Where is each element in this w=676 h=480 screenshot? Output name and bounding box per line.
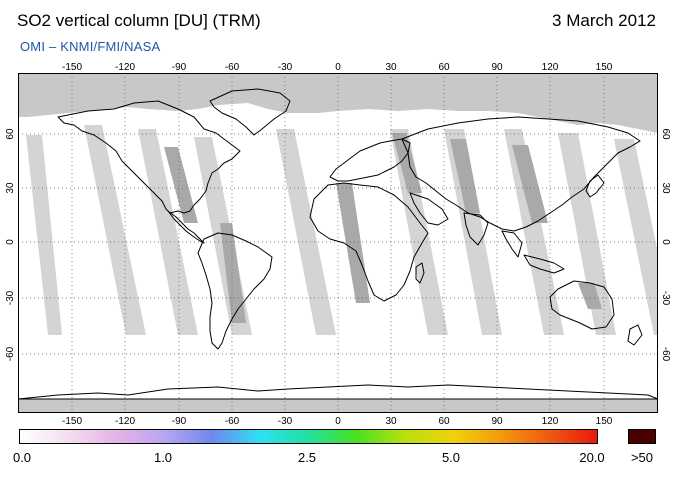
bottom-lon-tick: -60	[224, 416, 240, 427]
africa-outline	[309, 182, 429, 302]
north-polar-no-data	[18, 73, 658, 133]
southeast-asia-outline	[501, 230, 565, 274]
top-lon-tick: 90	[491, 62, 503, 73]
colorbar-label: 0.0	[12, 450, 32, 465]
colorbar-label: 5.0	[441, 450, 461, 465]
madagascar-outline	[415, 262, 425, 284]
bottom-lon-tick: 60	[438, 416, 450, 427]
land-swaths	[164, 133, 602, 323]
new-zealand-outline	[627, 324, 643, 346]
right-lat-tick: -60	[660, 346, 671, 362]
bottom-lon-tick: 120	[541, 416, 559, 427]
colorbar-max-label: >50	[630, 450, 654, 465]
central-america-outline	[167, 210, 205, 244]
australia-outline	[549, 280, 615, 330]
swath-over-land	[220, 223, 246, 323]
top-lon-tick: -60	[224, 62, 240, 73]
asia-outline	[401, 116, 641, 232]
colorbar-label: 1.0	[153, 450, 173, 465]
swath	[504, 129, 564, 335]
swath	[614, 139, 658, 335]
antarctica-outline	[18, 384, 658, 400]
swath-over-land	[392, 133, 422, 193]
swath-over-land	[336, 183, 370, 303]
right-lat-tick: -30	[660, 290, 671, 306]
coastlines	[18, 88, 658, 400]
bottom-lon-tick: 30	[385, 416, 397, 427]
bottom-lon-tick: -120	[114, 416, 136, 427]
graticule	[18, 73, 658, 413]
bottom-lon-tick: 150	[595, 416, 613, 427]
bottom-lon-tick: -150	[61, 416, 83, 427]
india-outline	[463, 212, 489, 246]
top-lon-tick: 30	[385, 62, 397, 73]
colorbar	[19, 429, 598, 444]
greenland-outline	[209, 88, 291, 136]
top-lon-tick: 150	[595, 62, 613, 73]
map-frame	[18, 73, 658, 413]
right-lat-tick: 0	[660, 239, 671, 245]
top-lon-tick: -150	[61, 62, 83, 73]
top-lon-tick: 120	[541, 62, 559, 73]
left-lat-tick: -30	[5, 290, 16, 306]
north-america-outline	[57, 100, 241, 214]
swath	[84, 125, 146, 335]
arabia-outline	[409, 192, 449, 226]
colorbar-label: 20.0	[579, 450, 605, 465]
swath	[444, 129, 502, 335]
top-lon-tick: -30	[277, 62, 293, 73]
swath	[390, 129, 448, 335]
left-lat-tick: 30	[5, 182, 16, 194]
bottom-lon-tick: -30	[277, 416, 293, 427]
top-lon-tick: -90	[171, 62, 187, 73]
map-date: 3 March 2012	[552, 11, 656, 30]
swath-over-land	[450, 139, 480, 213]
satellite-swaths	[26, 125, 658, 335]
europe-outline	[329, 138, 411, 182]
data-credit: OMI – KNMI/FMI/NASA	[20, 39, 161, 54]
top-lon-tick: 0	[335, 62, 341, 73]
swath	[276, 129, 336, 335]
left-lat-tick: 0	[5, 239, 16, 245]
left-lat-tick: 60	[5, 128, 16, 140]
swath-over-land	[512, 145, 548, 223]
bottom-lon-tick: 0	[335, 416, 341, 427]
south-america-outline	[197, 232, 273, 350]
swath-over-land	[578, 283, 602, 309]
top-lon-tick: -120	[114, 62, 136, 73]
left-lat-tick: -60	[5, 346, 16, 362]
swath-over-land	[164, 147, 198, 223]
swath	[26, 135, 62, 335]
colorbar-label: 2.5	[297, 450, 317, 465]
bottom-lon-tick: -90	[171, 416, 187, 427]
right-lat-tick: 60	[660, 128, 671, 140]
colorbar-max-swatch	[628, 429, 656, 444]
bottom-lon-tick: 90	[491, 416, 503, 427]
map-title: SO2 vertical column [DU] (TRM)	[17, 11, 261, 30]
swath	[558, 133, 616, 335]
top-lon-tick: 60	[438, 62, 450, 73]
japan-outline	[585, 174, 605, 198]
swath	[138, 129, 198, 335]
right-lat-tick: 30	[660, 182, 671, 194]
world-map	[18, 73, 658, 413]
